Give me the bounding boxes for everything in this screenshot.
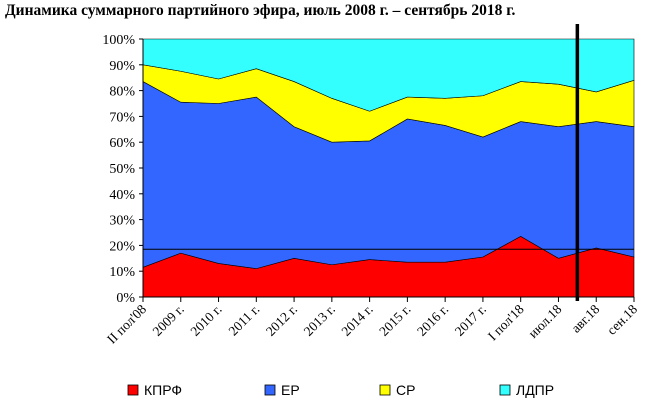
y-tick-label: 80% <box>109 85 135 100</box>
x-tick-label: 2015 г. <box>376 302 413 339</box>
x-tick-label: I пол'18 <box>485 301 527 343</box>
x-tick-label: 2016 г. <box>414 302 451 339</box>
y-tick-label: 30% <box>109 214 135 229</box>
area-series-3 <box>142 38 635 112</box>
x-tick-label: 2012 г. <box>263 302 300 339</box>
x-tick-label: 2017 г. <box>452 302 489 339</box>
legend-swatch <box>499 384 511 396</box>
y-tick-label: 40% <box>109 188 135 203</box>
x-tick-label: 2014 г. <box>338 302 375 339</box>
y-tick-label: 50% <box>109 162 135 177</box>
x-tick-label: июл.18 <box>525 301 564 340</box>
legend-swatch <box>127 384 139 396</box>
legend-label: ЛДПР <box>516 382 554 398</box>
y-tick-label: 20% <box>109 239 135 254</box>
x-tick-label: 2013 г. <box>301 302 338 339</box>
y-tick-label: 0% <box>116 291 135 306</box>
legend-label: ЕР <box>281 382 300 398</box>
y-tick-label: 70% <box>109 110 135 125</box>
legend-label: СР <box>396 382 415 398</box>
y-tick-label: 60% <box>109 136 135 151</box>
x-tick-label: II пол'08 <box>104 301 149 346</box>
legend-swatch <box>264 384 276 396</box>
chart-title: Динамика суммарного партийного эфира, ию… <box>5 2 516 19</box>
x-tick-label: 2010 г. <box>187 302 224 339</box>
x-tick-label: сен.18 <box>604 301 640 337</box>
y-tick-label: 100% <box>102 33 135 48</box>
x-tick-label: 2011 г. <box>225 302 262 339</box>
y-tick-label: 90% <box>109 59 135 74</box>
legend-swatch <box>379 384 391 396</box>
x-tick-label: 2009 г. <box>150 302 187 339</box>
legend-label: КПРФ <box>144 382 182 398</box>
y-tick-label: 10% <box>109 265 135 280</box>
x-tick-label: авг.18 <box>568 301 602 335</box>
